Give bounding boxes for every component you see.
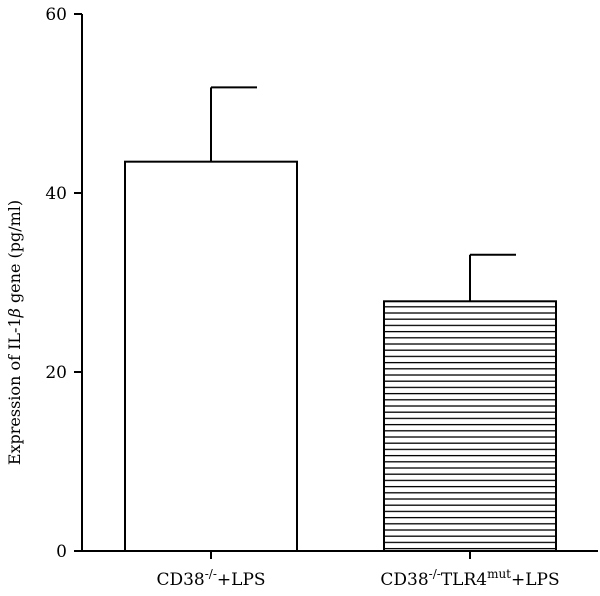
y-tick-label: 0 — [56, 542, 67, 562]
label-superscript: -/- — [429, 567, 441, 581]
label-text: CD38 — [380, 570, 428, 590]
y-ticks: 0 20 40 60 — [45, 5, 82, 562]
y-axis-title-prefix: Expression of IL-1 — [5, 317, 24, 465]
bars — [124, 86, 557, 553]
x-category-label: CD38-/-+LPS — [156, 567, 265, 590]
x-category-label: CD38-/-TLR4mut+LPS — [380, 567, 559, 590]
y-tick-label: 20 — [45, 363, 67, 383]
bar — [383, 300, 557, 553]
label-text: CD38 — [156, 570, 204, 590]
category-labels: CD38-/-+LPS CD38-/-TLR4mut+LPS — [156, 551, 560, 590]
y-axis-title-suffix: gene (pg/ml) — [5, 200, 24, 308]
y-tick-label: 60 — [45, 5, 67, 25]
label-text: +LPS — [217, 570, 266, 590]
y-tick-label: 40 — [45, 184, 67, 204]
bar — [124, 160, 298, 553]
label-text: +LPS — [511, 570, 560, 590]
y-axis-title: Expression of IL-1β gene (pg/ml) — [5, 200, 24, 465]
label-superscript: -/- — [205, 567, 217, 581]
label-text: TLR4 — [441, 570, 487, 590]
label-superscript: mut — [487, 567, 511, 581]
y-axis-title-symbol: β — [5, 308, 24, 318]
